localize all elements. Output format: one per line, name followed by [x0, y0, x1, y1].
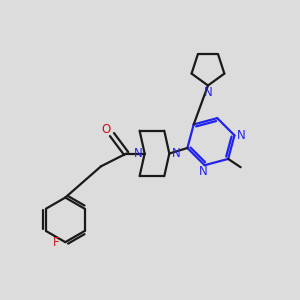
- Text: F: F: [52, 236, 59, 249]
- Text: N: N: [204, 85, 212, 98]
- Text: O: O: [101, 123, 111, 136]
- Text: N: N: [172, 147, 181, 160]
- Text: N: N: [199, 165, 208, 178]
- Text: N: N: [237, 129, 245, 142]
- Text: N: N: [134, 147, 142, 160]
